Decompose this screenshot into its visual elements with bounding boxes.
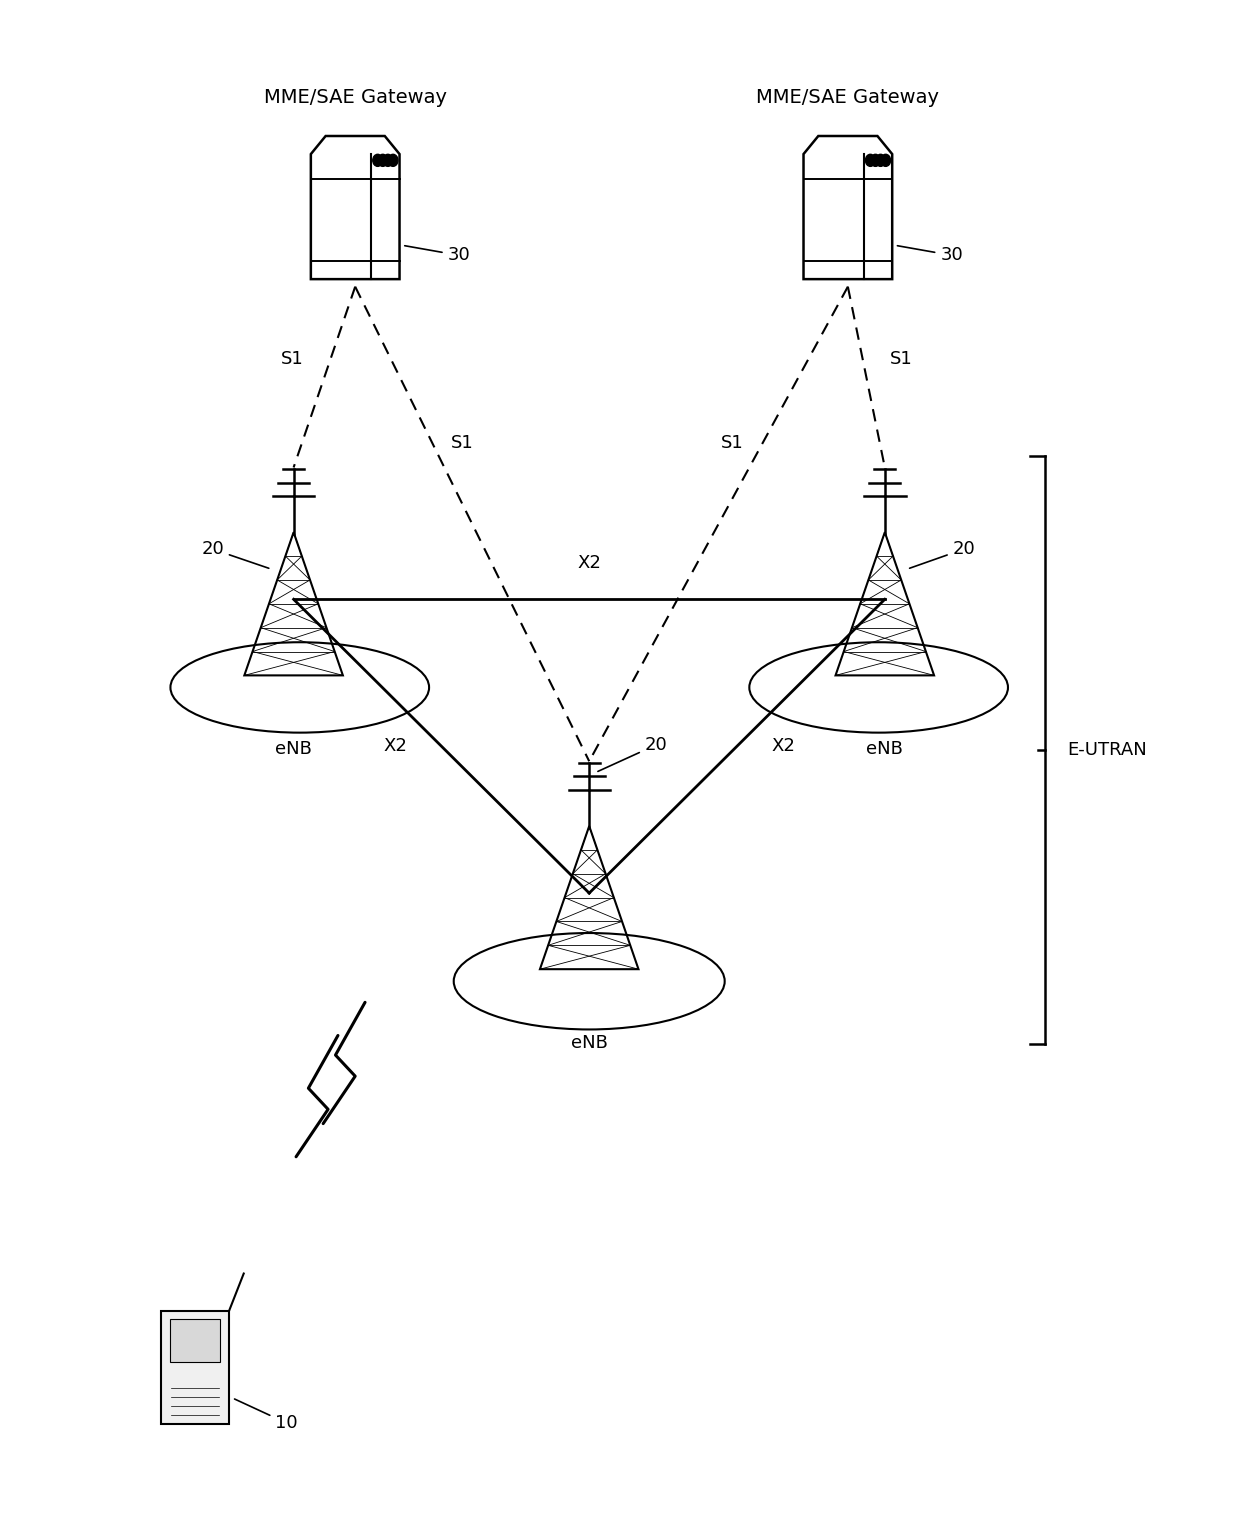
Circle shape — [388, 155, 398, 167]
Text: S1: S1 — [890, 350, 913, 368]
Text: 20: 20 — [598, 736, 667, 771]
Text: X2: X2 — [383, 738, 407, 754]
Text: eNB: eNB — [275, 741, 312, 758]
Circle shape — [378, 155, 388, 167]
Text: eNB: eNB — [867, 741, 903, 758]
Text: S1: S1 — [280, 350, 304, 368]
Circle shape — [866, 155, 875, 167]
Bar — [161, 1310, 229, 1424]
Text: 20: 20 — [201, 541, 269, 568]
Text: MME/SAE Gateway: MME/SAE Gateway — [264, 88, 446, 106]
Text: X2: X2 — [578, 554, 601, 573]
Bar — [170, 1320, 221, 1362]
Circle shape — [870, 155, 880, 167]
Text: 30: 30 — [404, 245, 470, 264]
Text: 30: 30 — [898, 245, 963, 264]
Circle shape — [373, 155, 383, 167]
Text: 10: 10 — [234, 1398, 298, 1432]
Text: X2: X2 — [771, 738, 795, 754]
Text: E-UTRAN: E-UTRAN — [1068, 741, 1147, 759]
Text: eNB: eNB — [570, 1033, 608, 1051]
Text: 20: 20 — [910, 541, 976, 568]
Circle shape — [880, 155, 890, 167]
Text: S1: S1 — [451, 435, 474, 453]
Circle shape — [875, 155, 885, 167]
Text: MME/SAE Gateway: MME/SAE Gateway — [756, 88, 940, 106]
Text: S1: S1 — [722, 435, 744, 453]
Circle shape — [383, 155, 393, 167]
